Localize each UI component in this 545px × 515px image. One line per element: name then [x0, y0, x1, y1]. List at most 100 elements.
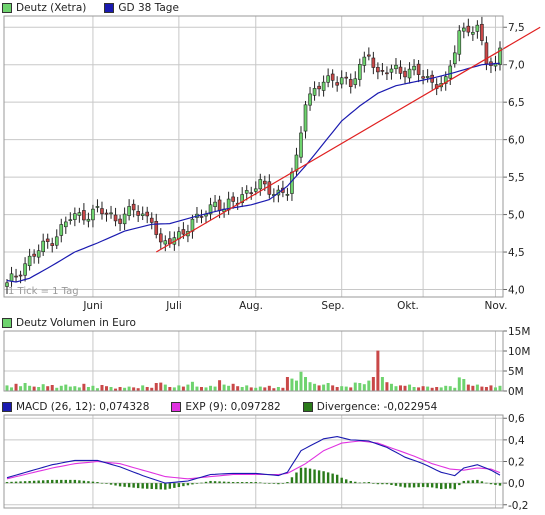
divergence-bar: [480, 481, 484, 484]
volume-bar: [127, 386, 131, 391]
divergence-bar: [295, 472, 298, 484]
volume-bar: [448, 386, 452, 391]
price-candle: [249, 192, 254, 194]
price-xtick-label: Juli: [165, 300, 182, 312]
divergence-bar: [498, 483, 502, 486]
divergence-bar: [444, 483, 447, 489]
volume-bar: [335, 387, 339, 391]
divergence-bar: [322, 471, 325, 484]
divergence-bar: [421, 483, 425, 487]
volume-bar: [32, 386, 36, 391]
price-candle: [109, 212, 113, 215]
volume-bar: [163, 384, 167, 391]
divergence-bar: [132, 483, 135, 488]
volume-bar: [82, 383, 86, 391]
volume-bar: [181, 386, 185, 391]
volume-ytick-label: 15M: [508, 326, 530, 338]
volume-bar: [367, 380, 371, 391]
price-candle: [385, 72, 389, 75]
volume-bar: [19, 386, 23, 391]
divergence-bar: [109, 483, 113, 485]
volume-bar: [358, 383, 362, 391]
price-candle: [231, 196, 235, 202]
price-panel: 4,0 4,5 5,0 5,5 6,0 6,5 7,0 7,5 Juni Juli Aug. Sep.…: [3, 15, 541, 312]
price-candle: [339, 77, 344, 85]
volume-bar: [240, 387, 244, 391]
volume-bar: [236, 386, 240, 391]
volume-bar: [109, 387, 113, 391]
volume-bar: [245, 385, 249, 391]
divergence-bar: [64, 479, 67, 484]
price-candle: [104, 212, 109, 215]
divergence-bar: [313, 469, 316, 484]
price-candle: [357, 64, 362, 80]
price-candle: [50, 243, 55, 246]
macd-ytick-label: 0,0: [508, 478, 525, 490]
divergence-bar: [354, 481, 357, 484]
divergence-bar: [376, 483, 380, 485]
volume-bar: [371, 377, 375, 391]
volume-bar: [91, 385, 95, 391]
volume-bar: [421, 386, 425, 391]
volume-bar: [462, 379, 466, 391]
macd-legend: MACD (26, 12): 0,074328 EXP (9): 0,09728…: [2, 401, 437, 413]
volume-bar: [394, 386, 398, 391]
price-candle: [140, 213, 145, 217]
volume-bar: [331, 385, 335, 391]
divergence-bar: [471, 480, 475, 484]
price-candle: [299, 132, 303, 158]
price-candle: [394, 64, 398, 70]
price-candle: [312, 88, 317, 96]
price-candle: [82, 210, 86, 221]
divergence-bar: [453, 483, 456, 490]
divergence-bar: [458, 483, 461, 486]
price-candle: [367, 54, 371, 57]
macd-ytick-label: 0,2: [508, 457, 525, 469]
price-candle: [163, 240, 168, 245]
price-candle: [263, 180, 267, 185]
price-candle: [95, 206, 100, 208]
price-candle: [23, 263, 27, 276]
divergence-bar: [399, 483, 402, 487]
price-candle: [149, 217, 154, 223]
macd-line: [6, 436, 501, 484]
volume-bar: [480, 386, 484, 391]
volume-bar: [222, 384, 226, 391]
volume-bar: [457, 377, 461, 391]
price-candle: [376, 66, 380, 73]
macd-ytick-label: -0,2: [508, 500, 529, 512]
divergence-bar: [268, 483, 271, 484]
price-candle: [158, 233, 163, 243]
divergence-bar: [14, 481, 18, 484]
volume-bar: [37, 387, 41, 391]
volume-frame: [3, 330, 504, 392]
volume-bar: [14, 383, 18, 391]
divergence-bar: [164, 483, 167, 490]
volume-bar: [150, 387, 154, 391]
volume-ytick-label: 5M: [508, 366, 524, 378]
price-candle: [416, 63, 421, 75]
volume-bar: [349, 387, 353, 391]
price-candle: [18, 274, 23, 277]
volume-bar: [231, 383, 235, 391]
macd-ytick-label: 0,6: [508, 413, 525, 425]
price-candle: [77, 212, 82, 216]
divergence-bar: [195, 483, 199, 484]
price-candle: [244, 190, 249, 194]
macd-legend-swatch-2: [302, 402, 313, 412]
price-candle: [462, 27, 466, 32]
divergence-bar: [96, 482, 99, 484]
price-xtick-label: Okt.: [397, 300, 419, 312]
price-candle: [54, 236, 59, 246]
volume-bar: [299, 371, 303, 391]
price-candle: [407, 68, 412, 79]
macd-legend-label-1: EXP (9): 0,097282: [185, 401, 281, 413]
volume-bar: [59, 385, 63, 391]
price-candle: [59, 224, 64, 236]
price-legend-label-0: Deutz (Xetra): [16, 2, 87, 14]
price-candle: [475, 24, 480, 32]
volume-bar: [46, 386, 50, 391]
price-candle: [303, 104, 308, 132]
price-candle: [14, 275, 18, 278]
divergence-bar: [286, 482, 289, 484]
